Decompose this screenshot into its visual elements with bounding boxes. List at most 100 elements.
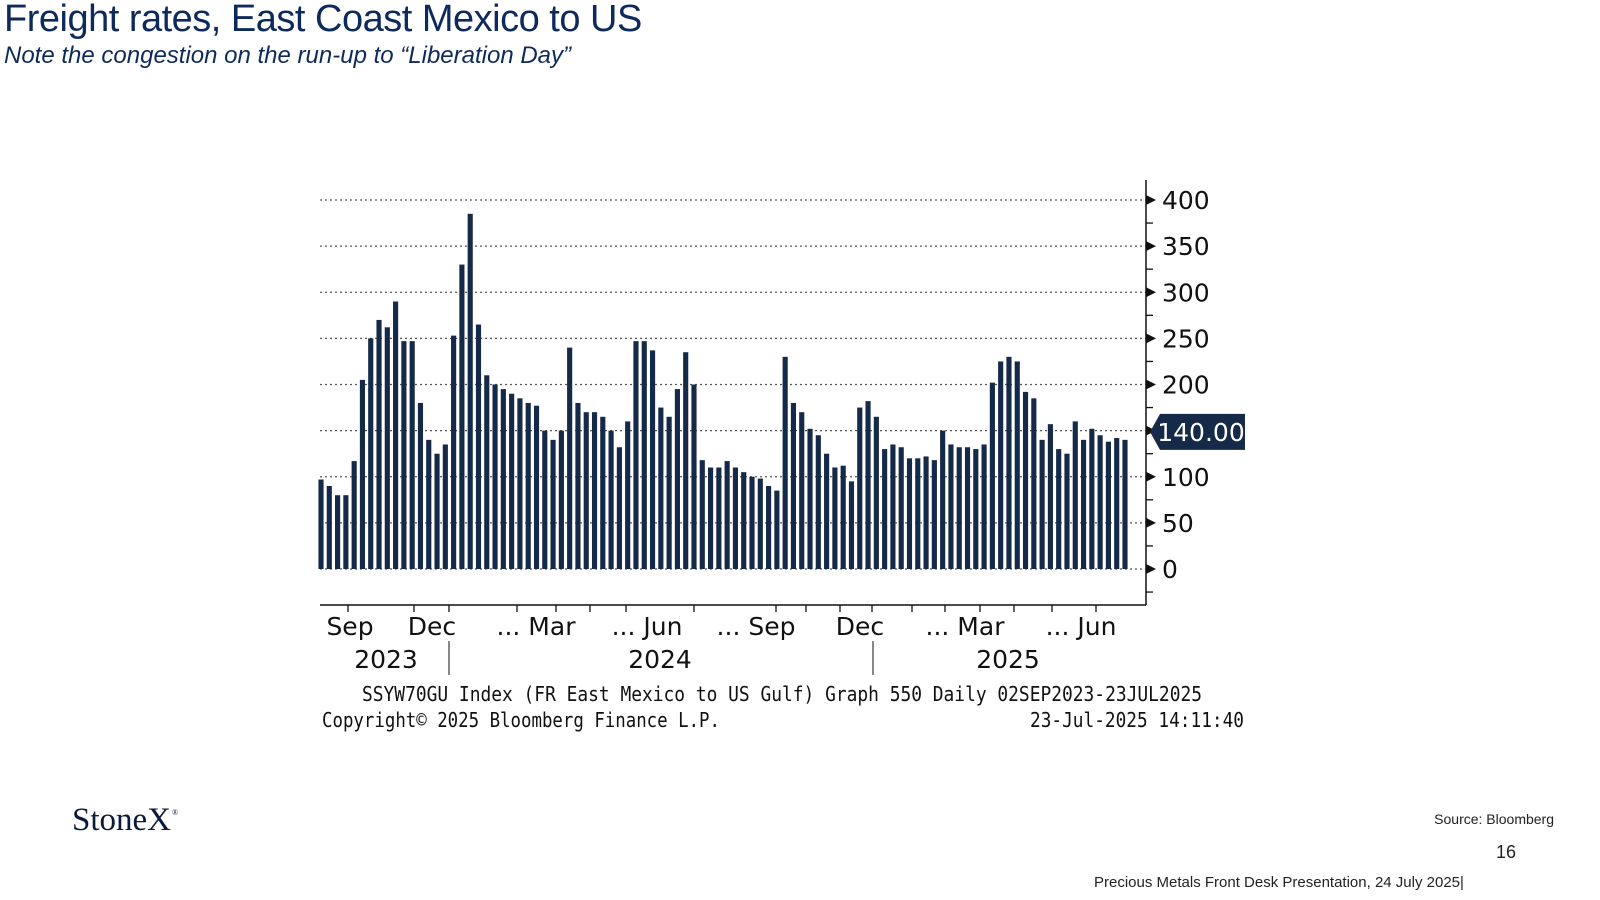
chart-description: SSYW70GU Index (FR East Mexico to US Gul…: [362, 682, 1202, 706]
bar: [956, 447, 962, 569]
bar: [964, 447, 971, 569]
bar: [683, 352, 689, 569]
bar: [409, 341, 415, 569]
bar: [625, 421, 631, 569]
bar: [815, 435, 821, 569]
bar: [326, 485, 332, 569]
source-note: Source: Bloomberg: [1434, 811, 1554, 827]
bar: [998, 361, 1004, 569]
freight-rate-chart: 0 50 100 200 250 300 350 400 Sep Dec ... Mar ... J…: [318, 180, 1245, 732]
chart-timestamp: 23-Jul-2025 14:11:40: [1030, 708, 1244, 732]
bar: [799, 412, 805, 569]
x-month-label: ... Jun: [612, 612, 683, 641]
bar: [368, 338, 374, 570]
bar: [649, 350, 656, 569]
x-month-label: Dec: [408, 612, 456, 641]
bar: [1072, 421, 1078, 569]
bar: [633, 341, 639, 569]
bar: [384, 327, 390, 569]
presentation-footer: Precious Metals Front Desk Presentation,…: [1094, 874, 1464, 891]
y-tick-arrow: [1146, 517, 1156, 528]
bar: [989, 382, 995, 569]
bar: [1064, 453, 1070, 569]
bar: [1006, 356, 1012, 569]
bar: [931, 460, 937, 569]
bar: [981, 444, 987, 569]
bar: [766, 485, 772, 569]
bar: [475, 324, 482, 569]
bar: [1080, 439, 1087, 569]
y-tick-label: 250: [1162, 324, 1210, 353]
bar: [757, 478, 763, 569]
bar: [1122, 439, 1128, 569]
bar: [732, 467, 738, 569]
bar: [641, 341, 647, 569]
bar: [915, 458, 921, 569]
bar: [558, 430, 564, 570]
bar: [517, 398, 523, 569]
bar: [973, 449, 979, 569]
bar: [906, 458, 913, 569]
bar: [591, 412, 598, 569]
bar: [608, 430, 614, 570]
bar: [1047, 424, 1053, 569]
bar: [500, 389, 506, 569]
y-tick-label: 100: [1162, 463, 1210, 492]
bar: [658, 407, 664, 569]
bar: [666, 416, 672, 569]
y-tick-label: 50: [1162, 509, 1194, 538]
bar: [359, 379, 366, 569]
x-year-label: 2023: [354, 645, 418, 674]
bar: [1014, 361, 1020, 569]
bar: [600, 416, 606, 569]
bar: [890, 444, 896, 569]
bar: [451, 335, 457, 569]
bar: [1097, 435, 1103, 569]
bar: [343, 495, 349, 569]
y-tick-arrow: [1146, 471, 1156, 482]
bar: [674, 389, 680, 569]
bar: [882, 449, 888, 569]
bar: [1039, 439, 1045, 569]
bar: [1105, 441, 1111, 569]
bar: [1089, 428, 1095, 569]
bar: [442, 444, 448, 569]
bar: [923, 456, 929, 569]
y-tick-label: 400: [1162, 186, 1210, 215]
bar: [426, 439, 432, 569]
bar: [940, 430, 946, 570]
bar: [335, 495, 341, 569]
bar: [484, 375, 490, 569]
last-value-label: 140.00: [1157, 418, 1244, 447]
logo-registered-mark: ®: [172, 808, 179, 817]
y-tick-label: 350: [1162, 232, 1210, 261]
slide-subtitle: Note the congestion on the run-up to “Li…: [4, 42, 572, 69]
page-number: 16: [1496, 842, 1517, 862]
y-tick-arrow: [1146, 379, 1156, 390]
slide-title: Freight rates, East Coast Mexico to US: [4, 0, 642, 40]
bar: [840, 465, 846, 569]
y-tick-arrow: [1146, 333, 1156, 344]
bar: [741, 472, 747, 569]
bar: [948, 444, 954, 569]
bar: [749, 476, 755, 569]
bar: [417, 402, 424, 569]
bar: [691, 384, 697, 569]
x-year-label: 2024: [628, 645, 692, 674]
bar: [865, 401, 871, 569]
bar: [434, 453, 440, 569]
logo-text: StoneX: [72, 802, 171, 838]
bar: [782, 356, 788, 569]
bar: [807, 428, 813, 569]
bar: [459, 264, 465, 569]
bar: [716, 467, 722, 569]
bar: [550, 439, 556, 569]
y-tick-label: 300: [1162, 278, 1210, 307]
x-axis: Sep Dec ... Mar ... Jun ... Sep Dec ... Mar...…: [320, 604, 1146, 675]
x-month-label: Dec: [836, 612, 884, 641]
bar: [401, 341, 407, 569]
last-value-callout: 140.00: [1150, 413, 1245, 450]
bar: [790, 402, 797, 569]
bar: [1022, 391, 1029, 569]
x-month-label: Sep: [326, 612, 373, 641]
